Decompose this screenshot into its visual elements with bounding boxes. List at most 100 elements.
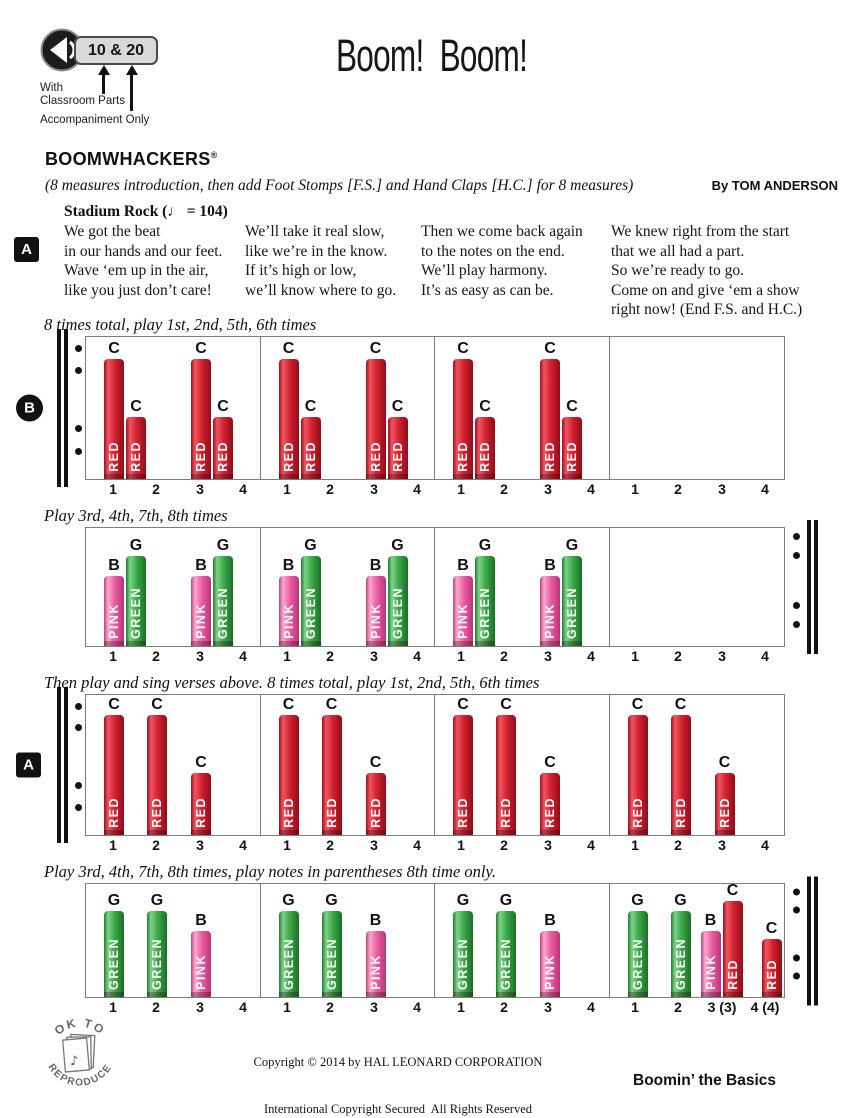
tube-color-label: PINK — [368, 954, 383, 990]
note-letter: G — [325, 892, 338, 909]
note-letter: C — [369, 754, 382, 771]
note-bar-pink: B PINK — [540, 912, 560, 997]
repeat-bar — [813, 876, 818, 1005]
note-letter: B — [282, 557, 295, 574]
repeat-bar — [806, 876, 811, 1005]
note-letter: G — [565, 537, 579, 554]
beat-number: 4 — [413, 648, 421, 664]
section-row: G GREEN G GREEN B PINK G GREEN G GREEN B PINK G GREEN… — [14, 876, 819, 1005]
lyric-line: So we’re ready to go. — [611, 262, 744, 279]
chart-section: Play 3rd, 4th, 7th, 8th times B PINK G GREEN… — [14, 506, 819, 665]
repeat-dot — [75, 782, 82, 790]
beat-number: 3 — [718, 837, 726, 853]
note-letter: C — [369, 340, 382, 357]
tube-color-label: GREEN — [390, 587, 405, 639]
measure-box: C RED C RED C RED C RED — [434, 336, 610, 480]
note-letter: C — [282, 340, 295, 357]
note-letter: C — [726, 882, 739, 899]
note-letter: C — [108, 340, 120, 357]
beat-number: 4 — [587, 481, 595, 497]
beat-number: 1 — [457, 648, 465, 664]
note-letter: G — [631, 892, 644, 909]
measure-box: B PINK G GREEN B PINK G GREEN — [259, 527, 436, 647]
beat-number: 4 — [413, 481, 421, 497]
note-bar-green: G GREEN — [321, 892, 342, 997]
note-letter: B — [544, 912, 556, 929]
note-letter: C — [631, 696, 644, 713]
series-title: Boomin’ the Basics — [633, 1072, 776, 1089]
note-bar-green: G GREEN — [475, 537, 495, 646]
beat-number: 4 — [413, 837, 421, 853]
note-bar-red: C RED — [670, 696, 691, 835]
tube-color-label: RED — [216, 441, 230, 472]
section-row: B C RED C RED C RED C RED C RED C RED C RED C RED C RED C RE… — [14, 329, 819, 487]
beat-number: 1 — [457, 837, 465, 853]
repeat-dot — [75, 724, 82, 732]
beat-numbers-row: 1 2 3 4 1 2 3 4 1 2 3 4 1 2 3 4 — [14, 647, 819, 665]
measure-box: C RED C RED C RED C RED — [85, 336, 261, 480]
ok-to-reproduce-stamp: OK TO ♪ REPRODUCE — [46, 1016, 113, 1089]
with-label: With — [40, 82, 63, 94]
beat-number: 2 — [326, 837, 334, 853]
beat-measure: 1 2 3 4 — [85, 836, 259, 854]
beat-number: 2 — [326, 999, 334, 1015]
tube-color-label: GREEN — [281, 938, 296, 990]
note-letter: C — [130, 398, 142, 415]
section-caption: Then play and sing verses above. 8 times… — [44, 673, 540, 692]
measure-box: G GREEN G GREEN B PINK C RED C RED — [608, 882, 785, 998]
note-letter: C — [544, 340, 556, 357]
note-bar-red: C RED — [191, 340, 211, 479]
lyric-line: to the notes on the end. — [421, 242, 565, 260]
beat-measure: 1 2 3 4 — [259, 998, 433, 1016]
beat-number: 2 — [500, 999, 508, 1015]
tube-color-label: RED — [390, 441, 405, 472]
copyright-block: Copyright © 2014 by HAL LEONARD CORPORAT… — [22, 1024, 774, 1118]
beat-numbers-row: 1 2 3 4 1 2 3 4 1 2 3 4 1 2 3 4 — [14, 480, 819, 498]
beat-number: 4 — [239, 648, 247, 664]
note-bar-red: C RED — [300, 398, 321, 479]
note-bar-green: G GREEN — [627, 892, 648, 997]
beat-number: 2 — [674, 837, 682, 853]
instrument-name: BOOMWHACKERS — [45, 149, 211, 169]
note-bar-red: C RED — [714, 754, 735, 835]
tube-color-label: PINK — [543, 954, 557, 990]
beat-measure: 1 2 3 4 — [433, 647, 607, 665]
tube-color-label: RED — [717, 797, 732, 828]
beat-number: 2 — [152, 837, 160, 853]
note-bar-red: C RED — [540, 340, 560, 479]
note-letter: G — [282, 892, 295, 909]
note-bar-red: C RED — [126, 398, 146, 479]
lyric-line: We got the beat — [64, 223, 161, 240]
note-letter: C — [544, 754, 556, 771]
lyric-line: We’ll play harmony. — [421, 262, 548, 279]
note-letter: C — [195, 340, 207, 357]
beat-number: 4 — [587, 999, 595, 1015]
tube-color-label: RED — [150, 797, 164, 828]
note-bar-pink: B PINK — [191, 557, 211, 646]
repeat-dot — [792, 601, 800, 609]
tube-color-label: RED — [543, 441, 557, 472]
note-bar-red: C RED — [104, 696, 124, 835]
tube-color-label: RED — [107, 441, 121, 472]
note-bar-red: C RED — [278, 340, 299, 479]
beat-number: 3 — [370, 999, 378, 1015]
tube-color-label: GREEN — [456, 938, 470, 990]
tube-color-label: RED — [456, 797, 470, 828]
beat-number: 2 — [152, 999, 160, 1015]
beat-number: 3 — [196, 648, 204, 664]
lyric-line: in our hands and our feet. — [64, 242, 223, 260]
note-bar-red: C RED — [191, 754, 211, 835]
lyric-line: right now! (End F.S. and H.C.) — [611, 301, 803, 318]
lyric-line: we’ll know where to go. — [245, 281, 397, 299]
repeat-dot — [75, 344, 82, 352]
beat-number: 3 — [544, 999, 552, 1015]
performance-direction: (8 measures introduction, then add Foot … — [45, 177, 634, 194]
beat-number: 2 — [500, 481, 508, 497]
repeat-dot — [792, 888, 800, 896]
measures-row: B PINK G GREEN B PINK G GREEN B PINK G GREEN B PINK G G… — [85, 527, 785, 647]
beat-number: 2 — [674, 648, 682, 664]
section-right-gutter — [785, 520, 819, 654]
beat-number: 3 — [718, 481, 726, 497]
beat-number: 3 — [370, 837, 378, 853]
